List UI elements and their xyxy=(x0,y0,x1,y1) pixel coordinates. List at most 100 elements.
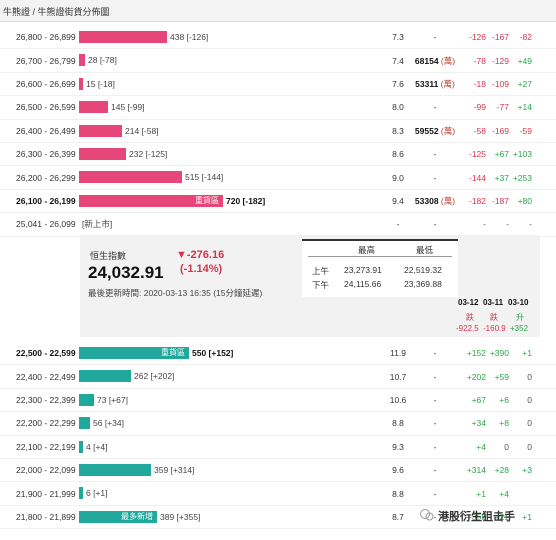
call-level: - xyxy=(396,219,400,230)
futures-date: 03-10 xyxy=(508,298,529,307)
futures-trend: 跌 xyxy=(490,313,498,322)
bear-row[interactable]: 21,900 - 21,999 6 [+1] 8.8 - +1 +4 xyxy=(0,482,556,506)
bear-row[interactable]: 21,800 - 21,899 最多新增 389 [+355] 8.7 - +355 +21… xyxy=(0,506,556,530)
volume: - xyxy=(433,172,437,183)
bear-bar[interactable] xyxy=(79,440,83,453)
bull-bar[interactable] xyxy=(79,31,167,43)
price-range: 22,300 - 22,399 xyxy=(16,394,76,405)
change-day-1: - xyxy=(483,219,486,230)
call-level: 9.3 xyxy=(392,441,404,452)
hsi-label: 恒生指數 xyxy=(90,251,127,261)
bull-row[interactable]: 26,600 - 26,699 15 [-18] 7.6 53311 (萬) -18 -1… xyxy=(0,73,556,97)
bear-bar[interactable] xyxy=(79,463,151,476)
bear-bar[interactable] xyxy=(79,487,83,500)
bull-bar[interactable] xyxy=(79,171,182,184)
outstanding-count: 6 [+1] xyxy=(86,488,108,499)
price-range: 26,500 - 26,599 xyxy=(16,102,76,113)
volume: - xyxy=(433,348,437,359)
price-range: 26,600 - 26,699 xyxy=(16,78,76,89)
breadcrumb[interactable]: 牛熊證 / 牛熊證街貨分佈圖 xyxy=(0,0,556,22)
outstanding-count: 73 [+67] xyxy=(97,394,128,405)
bull-row[interactable]: 26,200 - 26,299 515 [-144] 9.0 - -144 +37 +253 xyxy=(0,166,556,190)
change-day-1: +67 xyxy=(471,394,486,405)
high-header: 最高 xyxy=(358,245,376,255)
change-day-2: +21 xyxy=(494,511,509,522)
change-day-1: -125 xyxy=(468,149,486,160)
volume-value: 68154 xyxy=(414,55,439,66)
volume: - xyxy=(433,102,437,113)
price-range: 26,800 - 26,899 xyxy=(16,32,76,43)
change-day-1: +152 xyxy=(466,348,486,359)
bear-row[interactable]: 22,200 - 22,299 56 [+34] 8.8 - +34 +8 0 xyxy=(0,412,556,436)
bull-row[interactable]: 25,041 - 26,099 [新上市] - - - - - xyxy=(0,213,556,237)
volume: - xyxy=(433,149,437,160)
bear-row[interactable]: 22,000 - 22,099 359 [+314] 9.6 - +314 +28 +3 xyxy=(0,459,556,483)
volume: - xyxy=(433,418,437,429)
bear-bar[interactable] xyxy=(79,417,90,430)
bear-row[interactable]: 22,300 - 22,399 73 [+67] 10.6 - +67 +6 0 xyxy=(0,389,556,413)
call-level: 8.8 xyxy=(392,418,404,429)
bear-row[interactable]: 22,500 - 22,599 重貨區 550 [+152] 11.9 - +152 +39… xyxy=(0,342,556,366)
price-range: 22,500 - 22,599 xyxy=(16,348,76,359)
change-day-3: 0 xyxy=(527,441,532,452)
call-level: 10.7 xyxy=(389,371,407,382)
futures-date: 03-12 xyxy=(458,298,479,307)
bull-bar[interactable] xyxy=(79,147,126,160)
outstanding-count: 145 [-99] xyxy=(111,102,145,113)
volume-unit: (萬) xyxy=(438,125,456,136)
bull-row[interactable]: 26,100 - 26,199 重貨區 720 [-182] 9.4 53308 (萬)… xyxy=(0,190,556,214)
bull-row[interactable]: 26,300 - 26,399 232 [-125] 8.6 - -125 +67 +103 xyxy=(0,143,556,167)
bull-bar[interactable] xyxy=(79,77,83,90)
volume: 53311 (萬) xyxy=(410,78,460,90)
bear-bar[interactable] xyxy=(79,370,131,383)
outstanding-count: 214 [-58] xyxy=(125,125,159,136)
bear-row[interactable]: 22,400 - 22,499 262 [+202] 10.7 - +202 +59 0 xyxy=(0,365,556,389)
bear-bar[interactable] xyxy=(79,393,94,406)
outstanding-count: 15 [-18] xyxy=(86,78,115,89)
call-level: 7.3 xyxy=(392,32,404,43)
change-day-2: +4 xyxy=(499,488,509,499)
bull-bar[interactable] xyxy=(79,124,122,137)
bull-row[interactable]: 26,400 - 26,499 214 [-58] 8.3 59552 (萬) -58-… xyxy=(0,120,556,143)
change-day-1: +1 xyxy=(476,488,486,499)
bear-distribution-rows: 22,500 - 22,599 重貨區 550 [+152] 11.9- +152 +39… xyxy=(0,342,556,530)
change-day-1: +34 xyxy=(471,418,486,429)
bear-row[interactable]: 22,100 - 22,199 4 [+4] 9.3 - +4 0 0 xyxy=(0,436,556,459)
hsi-summary-panel: 恒生指數 24,032.91 ▼-276.16 (-1.14%) 最後更新時間:… xyxy=(80,235,540,337)
price-range: 26,200 - 26,299 xyxy=(16,172,76,183)
change-day-2: +67 xyxy=(494,149,509,160)
volume: 59552 (萬) xyxy=(410,125,460,137)
bull-row[interactable]: 26,700 - 26,799 28 [-78] 7.4 68154 (萬) -78 -1… xyxy=(0,49,556,73)
price-range: 22,200 - 22,299 xyxy=(16,418,76,429)
change-day-3: +3 xyxy=(522,465,532,476)
bear-bar[interactable]: 重貨區 xyxy=(79,347,189,359)
bull-bar[interactable]: 重貨區 xyxy=(79,194,223,207)
change-day-2: +6 xyxy=(499,394,509,405)
futures-trend: 跌 xyxy=(466,313,474,322)
change-day-1: -126 xyxy=(468,32,486,43)
change-day-2: -169 xyxy=(491,125,509,136)
call-level: 9.6 xyxy=(392,465,404,476)
change-day-3: +49 xyxy=(517,55,532,66)
call-level: 10.6 xyxy=(389,394,407,405)
volume-unit: (萬) xyxy=(438,195,456,206)
bull-row[interactable]: 26,800 - 26,899 438 [-126] 7.3 - -126 -167 -82 xyxy=(0,26,556,50)
bear-bar[interactable]: 最多新增 xyxy=(79,510,157,523)
change-day-2: -77 xyxy=(496,102,509,113)
change-day-3: -59 xyxy=(519,125,532,136)
change-day-2: +390 xyxy=(489,348,509,359)
low-header: 最低 xyxy=(416,245,434,255)
volume-value: 53311 xyxy=(415,78,439,89)
call-level: 9.4 xyxy=(392,195,404,206)
change-day-1: -78 xyxy=(473,55,486,66)
bull-bar[interactable] xyxy=(79,54,85,67)
volume: 68154 (萬) xyxy=(410,55,460,67)
change-day-2: - xyxy=(506,219,509,230)
bull-row[interactable]: 26,500 - 26,599 145 [-99] 8.0 - -99 -77 +14 xyxy=(0,96,556,120)
hsi-change-percent: (-1.14%) xyxy=(180,263,223,275)
change-day-3: 0 xyxy=(527,371,532,382)
call-level: 9.0 xyxy=(392,172,404,183)
price-range: 26,700 - 26,799 xyxy=(16,55,76,66)
bull-bar[interactable] xyxy=(79,101,108,114)
zone-label: 最多新增 xyxy=(121,511,153,521)
